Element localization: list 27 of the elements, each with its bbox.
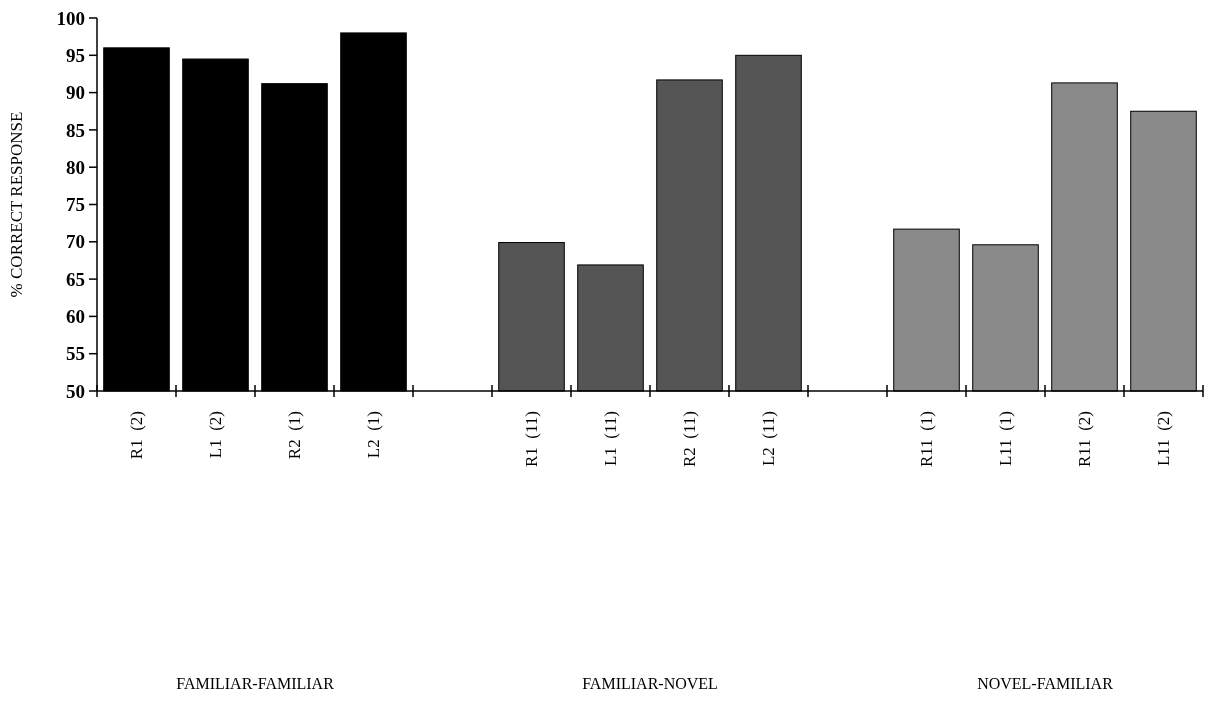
y-tick-label: 75 [66, 194, 85, 216]
y-tick-label: 85 [66, 119, 85, 141]
x-tick-label: L2 (1) [364, 411, 384, 459]
x-tick-label: L11 (1) [996, 411, 1016, 467]
x-tick-label: L1 (11) [601, 411, 621, 467]
x-tick-label: R2 (11) [680, 411, 700, 468]
x-tick-label: L11 (2) [1154, 411, 1174, 467]
y-tick-label: 70 [66, 231, 85, 253]
y-tick-label: 65 [66, 268, 85, 290]
text: NOVEL-FAMILIAR [977, 675, 1114, 692]
y-tick-label: 55 [66, 343, 85, 365]
y-tick-label: 90 [66, 82, 85, 104]
y-axis-title: % CORRECT RESPONSE [7, 111, 26, 298]
x-tick-label: R1 (11) [522, 411, 542, 468]
x-tick-label: R11 (1) [917, 411, 937, 468]
y-tick-label: 100 [56, 7, 85, 29]
x-tick-label: R2 (1) [285, 411, 305, 460]
y-tick-label: 95 [66, 44, 85, 66]
y-tick-label: 80 [66, 156, 85, 178]
x-tick-label: R1 (2) [127, 411, 147, 460]
text: FAMILIAR-FAMILIAR [176, 675, 335, 692]
y-tick-label: 50 [66, 380, 85, 402]
x-tick-label: L2 (11) [759, 411, 779, 467]
y-tick-label: 60 [66, 306, 85, 328]
x-tick-label: L1 (2) [206, 411, 226, 459]
x-tick-label: R11 (2) [1075, 411, 1095, 468]
text: FAMILIAR-NOVEL [582, 675, 718, 692]
